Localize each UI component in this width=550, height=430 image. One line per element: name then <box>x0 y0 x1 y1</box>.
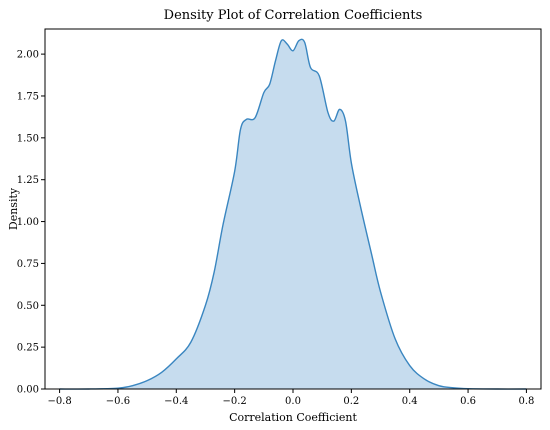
x-tick-label: −0.4 <box>164 396 188 407</box>
x-tick-label: 0.0 <box>285 396 301 407</box>
y-axis-label: Density <box>7 187 20 230</box>
y-tick-label: 0.75 <box>17 259 39 270</box>
x-tick-label: 0.8 <box>518 396 534 407</box>
x-axis: −0.8 −0.6 −0.4 −0.2 0.0 0.2 0.4 0.6 0.8 <box>47 389 534 407</box>
x-axis-label: Correlation Coefficient <box>229 411 357 424</box>
y-tick-label: 1.25 <box>17 175 39 186</box>
x-tick-label: −0.6 <box>106 396 130 407</box>
y-tick-label: 0.25 <box>17 343 39 354</box>
y-tick-label: 0.00 <box>17 385 39 396</box>
y-tick-label: 1.75 <box>17 91 39 102</box>
x-tick-label: 0.2 <box>343 396 359 407</box>
x-tick-label: −0.2 <box>222 396 246 407</box>
plot-area <box>59 38 527 390</box>
y-tick-label: 0.50 <box>17 301 39 312</box>
chart-title: Density Plot of Correlation Coefficients <box>164 8 423 23</box>
y-tick-label: 2.00 <box>17 50 39 61</box>
x-tick-label: −0.8 <box>47 396 71 407</box>
y-axis: 0.00 0.25 0.50 0.75 1.00 1.25 1.50 1.75 2.00 <box>17 50 45 396</box>
x-tick-label: 0.6 <box>460 396 476 407</box>
density-area-0 <box>59 39 527 390</box>
x-tick-label: 0.4 <box>402 396 418 407</box>
plot-frame <box>44 28 542 390</box>
y-tick-label: 1.50 <box>17 133 39 144</box>
density-curve-0 <box>59 38 527 390</box>
y-tick-label: 1.00 <box>17 217 39 228</box>
